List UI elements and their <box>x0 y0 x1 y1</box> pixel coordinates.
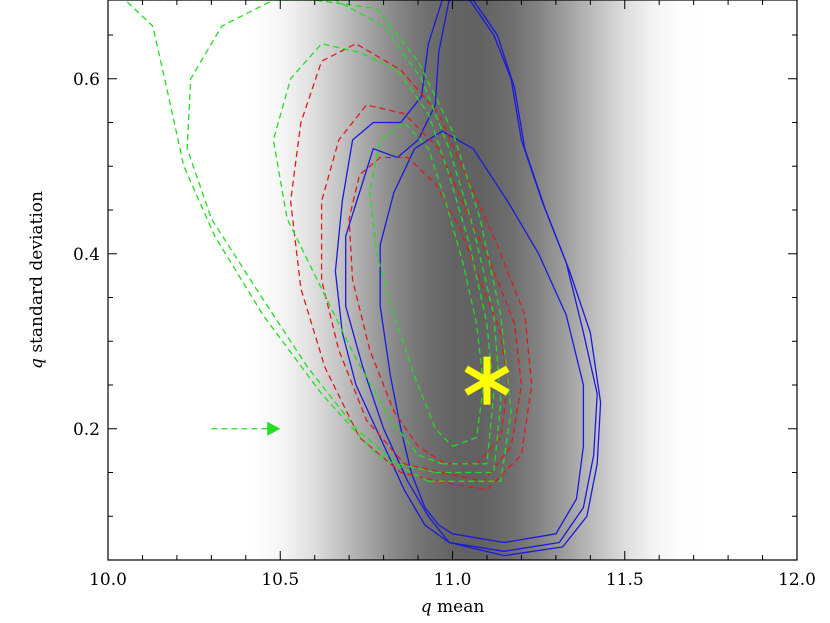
contour-series-0-level-0 <box>379 130 585 544</box>
contour-series-2-level-1 <box>272 43 495 465</box>
y-tick-label: 0.2 <box>73 420 100 440</box>
x-tick-label: 11.5 <box>606 570 644 590</box>
x-tick-label: 11.0 <box>434 570 472 590</box>
x-axis-title: q mean <box>421 597 485 617</box>
best-fit-marker <box>464 356 510 405</box>
green-arrow <box>211 421 281 436</box>
gray-band <box>108 0 797 560</box>
contour-series-1-level-1 <box>320 104 523 482</box>
contour-series-1-level-0 <box>348 156 509 465</box>
axis-ticks: 10.0 10.5 11.0 11.5 12.0 0.2 0.4 0.6 <box>73 0 816 590</box>
contour-lines <box>124 0 602 557</box>
y-axis-title: q standard deviation <box>27 191 47 369</box>
y-tick-label: 0.4 <box>73 245 100 265</box>
asterisk-stroke-2 <box>464 365 510 396</box>
arrow-head <box>267 421 281 436</box>
x-tick-label: 10.5 <box>261 570 299 590</box>
contour-series-0-level-2 <box>334 0 602 557</box>
contour-series-0-level-1 <box>345 0 598 552</box>
x-tick-label: 12.0 <box>778 570 816 590</box>
x-tick-label: 10.0 <box>89 570 127 590</box>
background-band <box>108 0 797 560</box>
contour-series-1-level-2 <box>289 43 533 491</box>
y-tick-label: 0.6 <box>73 70 100 90</box>
